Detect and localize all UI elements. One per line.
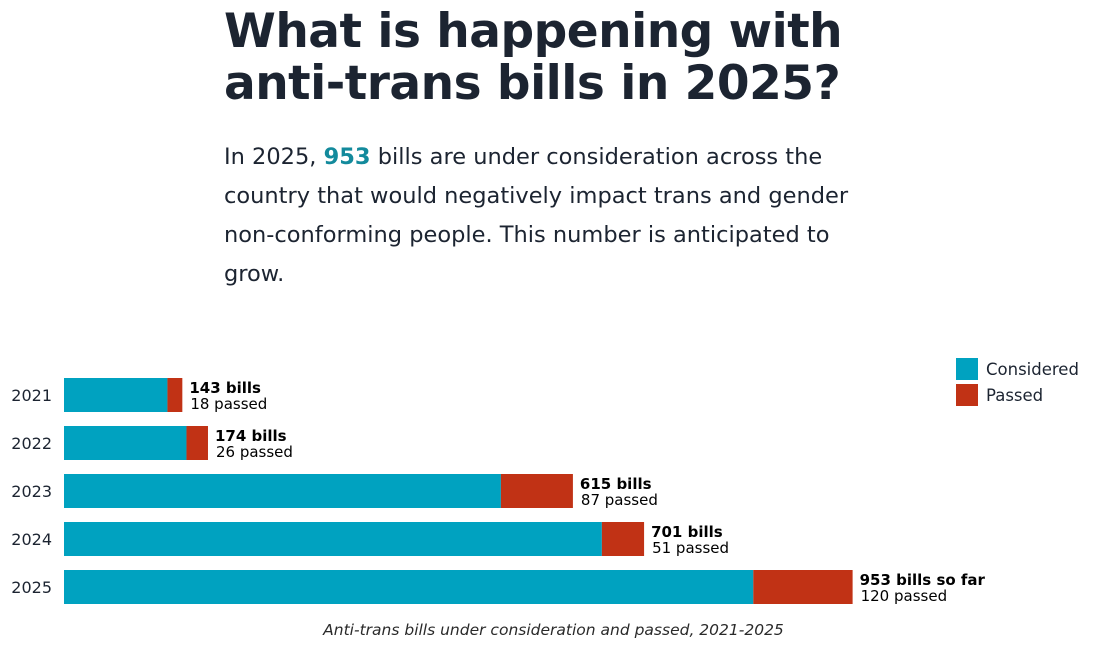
passed-count-label: 87 passed: [581, 491, 658, 509]
intro-suffix: bills are under consideration across the…: [224, 144, 849, 287]
year-label: 2021: [11, 386, 52, 405]
passed-bar: [500, 474, 573, 508]
intro-paragraph: In 2025, 953 bills are under considerati…: [224, 138, 884, 294]
considered-bar: [64, 474, 501, 508]
passed-bar: [601, 522, 645, 556]
chart-caption: Anti-trans bills under consideration and…: [323, 621, 784, 639]
legend-label-passed: Passed: [986, 386, 1043, 405]
considered-bar: [64, 522, 602, 556]
title-line-2: anti-trans bills in 2025?: [224, 56, 841, 111]
passed-count-label: 26 passed: [216, 443, 293, 461]
considered-bar: [64, 378, 168, 412]
page-title: What is happening with anti-trans bills …: [224, 6, 944, 110]
legend-swatch-passed: [956, 384, 978, 406]
year-label: 2024: [11, 530, 52, 549]
year-label: 2022: [11, 434, 52, 453]
considered-bar: [64, 570, 754, 604]
considered-bar: [64, 426, 187, 460]
intro-highlight-number: 953: [323, 144, 371, 170]
passed-count-label: 51 passed: [652, 539, 729, 557]
year-label: 2023: [11, 482, 52, 501]
intro-prefix: In 2025,: [224, 144, 324, 170]
passed-bar: [167, 378, 183, 412]
bill-count-label: 615 bills: [580, 475, 652, 493]
year-label: 2025: [11, 578, 52, 597]
bill-count-label: 701 bills: [651, 523, 723, 541]
passed-count-label: 18 passed: [190, 395, 267, 413]
passed-bar: [186, 426, 208, 460]
passed-bar: [753, 570, 853, 604]
bill-count-label: 953 bills so far: [860, 571, 986, 589]
bill-count-label: 143 bills: [189, 379, 261, 397]
legend-label-considered: Considered: [986, 360, 1079, 379]
title-line-1: What is happening with: [224, 4, 843, 59]
legend-swatch-considered: [956, 358, 978, 380]
passed-count-label: 120 passed: [861, 587, 948, 605]
bill-count-label: 174 bills: [215, 427, 287, 445]
